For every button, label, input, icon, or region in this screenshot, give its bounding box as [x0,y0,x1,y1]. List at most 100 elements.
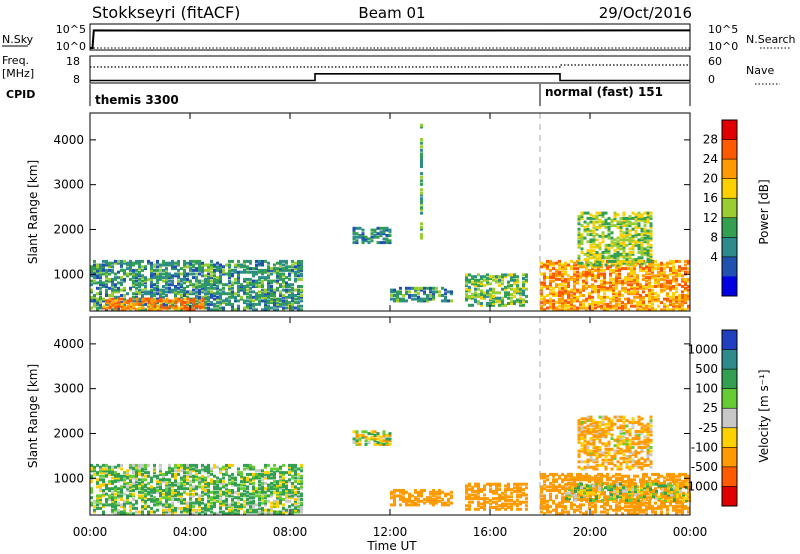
velocity-cell [574,484,577,488]
velocity-cell [249,478,252,482]
power-cell [267,276,270,280]
velocity-cell [444,492,447,496]
velocity-cell [642,492,645,496]
power-cell [132,268,135,272]
power-cell [291,268,294,272]
velocity-cell [207,483,210,487]
power-cell [189,279,192,283]
velocity-cell [114,503,117,507]
velocity-cell [543,496,546,500]
velocity-cell [183,471,186,475]
power-cell [622,256,626,260]
velocity-cell [288,472,291,476]
power-cell [282,285,285,288]
velocity-cell [549,510,552,514]
power-cell [595,233,599,237]
velocity-cell [114,471,117,475]
velocity-cell [198,478,201,482]
power-cell [141,306,145,310]
velocity-cell [165,505,168,509]
velocity-cell [153,503,156,507]
power-cell [219,274,222,278]
velocity-cell [435,496,438,500]
power-cell [355,226,359,230]
velocity-cell [198,503,201,507]
power-cell [258,302,261,306]
velocity-cell [243,480,246,484]
power-cell [657,279,660,283]
velocity-cell [264,512,267,516]
velocity-cell [231,490,234,494]
power-cell [255,270,258,274]
power-cell [117,290,120,294]
power-cell [420,234,423,238]
power-cell [471,293,474,297]
power-cell [649,211,653,215]
velocity-cell [507,506,510,509]
velocity-cell [225,489,228,492]
velocity-cell [480,488,483,492]
velocity-cell [474,484,477,488]
power-cell [636,301,639,305]
velocity-cell [516,498,519,502]
power-cell [201,279,204,283]
power-cell [144,297,148,301]
power-cell [609,286,612,290]
power-cell [111,283,114,287]
velocity-cell [291,481,294,485]
power-cell [141,304,144,308]
power-cell [624,267,627,271]
velocity-cell [183,474,186,478]
velocity-cell [264,508,267,512]
power-cell [477,294,480,298]
velocity-cell [168,496,171,500]
velocity-cell [129,512,132,516]
velocity-cell [207,489,210,492]
velocity-cell [624,501,627,505]
power-cell [210,286,213,290]
power-cell [189,268,192,272]
power-cell [414,297,417,301]
velocity-cell [147,498,150,501]
power-cell [168,306,171,310]
velocity-cell [273,490,276,494]
power-cell [198,290,201,294]
power-cell [630,301,633,305]
power-cell [618,268,621,272]
power-cell [640,218,644,222]
power-cell [561,292,564,296]
power-cell [279,302,282,306]
velocity-cell [213,503,216,507]
power-cell [198,288,201,292]
power-cell [198,292,201,296]
power-cell [678,267,681,271]
power-cell [240,295,243,299]
velocity-cell [504,507,507,511]
velocity-cell [654,478,657,482]
power-cell [576,288,579,292]
power-cell [138,288,141,292]
power-cell [240,263,243,267]
velocity-cell [603,490,606,494]
velocity-cell [492,506,495,509]
power-cell [192,288,195,292]
velocity-cell [162,505,165,509]
velocity-cell [594,478,597,482]
power-cell [573,286,576,290]
velocity-cell [237,505,240,509]
power-cell [546,301,549,305]
velocity-cell [660,510,663,514]
velocity-cell [382,442,386,446]
velocity-cell [300,481,303,485]
velocity-cell [477,484,480,488]
power-cell [255,265,258,269]
power-cell [300,295,303,299]
power-cell [180,306,184,310]
velocity-cell [382,430,386,434]
power-cell [610,245,614,249]
velocity-cell [585,472,588,476]
power-cell [585,283,588,287]
velocity-cell [663,505,666,509]
power-cell [640,233,644,237]
power-cell [282,277,285,281]
